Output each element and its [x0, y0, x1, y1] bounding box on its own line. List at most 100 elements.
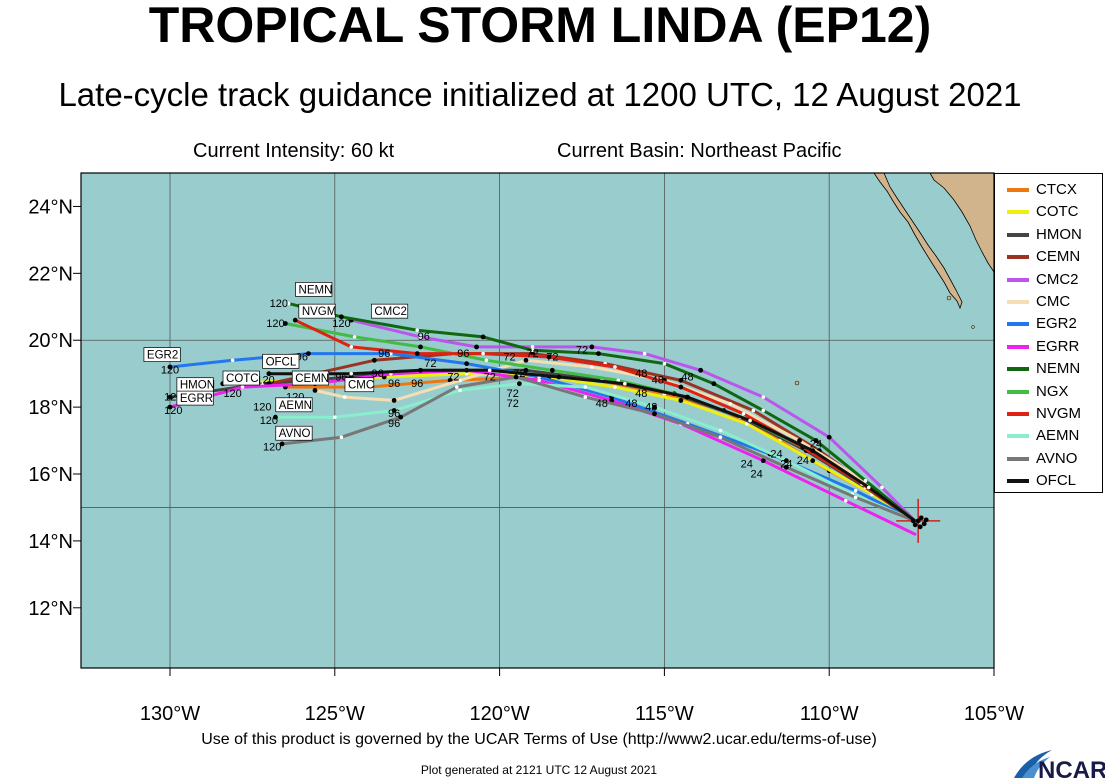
legend-label: HMON — [1036, 225, 1082, 243]
forecast-hour-label: 48 — [625, 398, 637, 410]
legend-swatch — [1007, 367, 1029, 372]
forecast-hour-label: 120 — [260, 415, 278, 427]
track-point-avno — [783, 464, 789, 470]
track-point-aemn — [516, 381, 522, 387]
ncar-logo-swoosh-2 — [1022, 757, 1050, 778]
forecast-hour-label: 96 — [372, 368, 384, 380]
track-point-ofcl — [487, 368, 492, 373]
model-tag-nvgm: NVGM — [298, 303, 336, 319]
model-tag-box — [222, 370, 260, 386]
track-point-cemn — [751, 408, 756, 413]
track-point-nemn — [813, 438, 819, 443]
model-legend: CTCX COTC HMON CEMN CMC2 CMC EGR2 EGRR NEMN NGX NV… — [994, 173, 1103, 493]
ncar-logo-swoosh — [1014, 750, 1052, 778]
forecast-hour-label: 96 — [335, 371, 347, 383]
legend-item-avno: AVNO — [1003, 449, 1103, 469]
track-point-ngx — [616, 378, 621, 383]
model-tag-box — [344, 377, 375, 393]
track-point-hmon — [523, 367, 529, 373]
legend-swatch — [1007, 300, 1029, 304]
legend-swatch — [1007, 344, 1029, 349]
legend-swatch — [1007, 255, 1029, 260]
legend-swatch — [1007, 434, 1029, 439]
track-point-ofcl — [810, 448, 816, 454]
ncar-logo: NCAR — [1014, 750, 1105, 780]
model-tag-text: CEMN — [295, 373, 329, 385]
forecast-hour-label: 48 — [635, 388, 647, 400]
track-point-avno — [513, 374, 519, 380]
track-point-cmc2 — [826, 434, 832, 440]
track-point-nemn — [761, 408, 766, 413]
longitude-axis: 130°W 125°W 120°W 115°W 110°W 105°W — [140, 668, 1024, 725]
island — [946, 295, 952, 301]
legend-label: OFCL — [1036, 472, 1077, 490]
track-point-cmc2 — [474, 344, 479, 350]
model-tag-box — [143, 347, 181, 362]
track-point-cmc2 — [642, 351, 647, 356]
island — [971, 325, 975, 329]
track-point-aemn — [458, 388, 462, 393]
initial-position-point — [915, 518, 921, 524]
current-basin: Current Basin: Northeast Pacific — [557, 140, 842, 162]
track-point-avno — [454, 385, 459, 389]
initial-position-point — [923, 517, 929, 523]
track-point-nemn — [338, 314, 344, 320]
model-tag-text: OFCL — [266, 356, 297, 368]
legend-item-cmc: CMC — [1003, 292, 1103, 312]
storm-position-marker — [896, 498, 941, 543]
plot-generated-time: Plot generated at 2121 UTC 12 August 202… — [420, 763, 658, 777]
forecast-hour-label: 72 — [513, 368, 525, 380]
track-point-ngx — [418, 344, 423, 350]
track-point-nvgm — [613, 365, 617, 369]
model-tag-avno: AVNO — [275, 425, 313, 441]
forecast-hour-label: 24 — [751, 468, 763, 480]
forecast-hour-label: 120 — [256, 375, 274, 387]
track-point-cmc — [342, 395, 347, 399]
legend-item-cemn: CEMN — [1003, 247, 1103, 267]
track-point-nemn — [415, 328, 419, 332]
legend-swatch — [1007, 210, 1029, 215]
track-point-cmc2 — [698, 367, 704, 373]
legend-label: AEMN — [1036, 427, 1080, 445]
model-tag-box — [291, 370, 329, 386]
model-tag-text: CMC — [348, 380, 374, 392]
track-point-cotc — [744, 422, 749, 426]
forecast-hour-label: 24 — [741, 458, 753, 470]
forecast-hour-label: 96 — [418, 331, 430, 343]
track-point-cmc2 — [530, 345, 535, 349]
model-tag-ofcl: OFCL — [262, 353, 300, 369]
latitude-tick-label: 18°N — [28, 397, 73, 419]
legend-swatch — [1007, 456, 1029, 461]
legend-swatch — [1007, 322, 1029, 327]
track-point-ofcl — [748, 418, 752, 423]
track-point-aemn — [783, 458, 789, 464]
legend-label: EGRR — [1036, 337, 1080, 355]
track-point-avno — [339, 435, 344, 440]
track-point-cemn — [678, 377, 684, 383]
track-point-avno — [718, 435, 723, 440]
model-tag-egrr: EGRR — [176, 390, 214, 406]
forecast-hour-label: 72 — [507, 398, 519, 410]
legend-label: NEMN — [1036, 360, 1081, 378]
legend-label: COTC — [1036, 203, 1079, 221]
legend-swatch — [1007, 277, 1029, 282]
track-point-egr2 — [167, 364, 173, 370]
track-point-cemn — [371, 357, 377, 363]
forecast-hour-label: 48 — [681, 371, 693, 383]
legend-label: CTCX — [1036, 181, 1077, 198]
forecast-hour-label: 120 — [164, 405, 182, 417]
track-point-egr2 — [464, 361, 470, 367]
track-point-ngx — [352, 335, 357, 339]
track-point-egrr — [537, 378, 541, 383]
baja-california-land — [873, 173, 963, 310]
model-tag-box — [298, 303, 336, 319]
track-point-cotc — [464, 371, 469, 376]
initial-position-point — [910, 518, 916, 524]
storm-title: TROPICAL STORM LINDA (EP12) — [148, 0, 932, 53]
longitude-tick-label: 110°W — [800, 703, 859, 725]
legend-item-hmon: HMON — [1003, 225, 1103, 245]
track-point-ofcl — [556, 374, 562, 380]
longitude-tick-label: 130°W — [140, 703, 200, 725]
ocean — [81, 173, 994, 668]
